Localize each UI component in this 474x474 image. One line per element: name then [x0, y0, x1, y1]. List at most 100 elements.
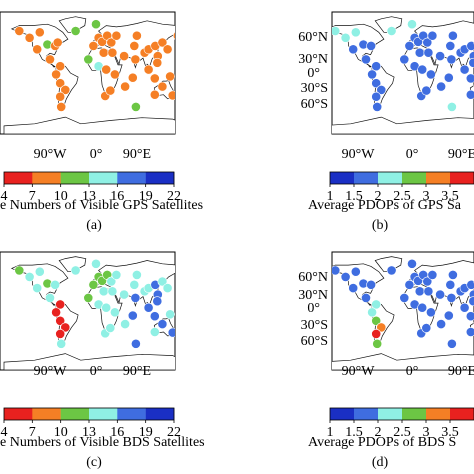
station-point [367, 307, 377, 318]
station-point [167, 90, 175, 101]
points-b [332, 19, 474, 112]
station-point [55, 61, 66, 72]
caption-d: (d) [372, 455, 389, 470]
station-point [157, 276, 168, 287]
station-point [447, 30, 458, 41]
station-point [423, 47, 434, 58]
x-tick-b-1: 0° [406, 147, 419, 162]
station-point [149, 89, 160, 100]
x-tick-b-0: 90°W [342, 147, 376, 162]
colorbar-tick-label: 1.5 [345, 189, 363, 204]
station-point [130, 54, 141, 65]
x-tick-d-2: 90°E [448, 364, 474, 379]
station-point [98, 47, 109, 58]
x-tick-d-0: 90°W [342, 364, 376, 379]
station-point [157, 319, 168, 329]
colorbar-segment [354, 172, 379, 184]
station-point [88, 279, 99, 290]
station-point [465, 89, 474, 100]
y-tick-b-3: 30°S [301, 81, 328, 96]
station-point [130, 102, 141, 112]
colorbar-b: 1 1.5 2 2.5 3 3.5 [327, 171, 474, 204]
station-point [371, 315, 382, 326]
station-point [425, 307, 436, 318]
station-point [376, 85, 387, 95]
station-point [332, 26, 341, 36]
colorbar-tick-label: 2.5 [393, 189, 411, 204]
station-point [129, 279, 140, 290]
y-tick-b-1: 30°N [298, 52, 328, 67]
station-point [340, 32, 351, 43]
colorbar-tick-label: 7 [29, 425, 36, 440]
points-c [14, 258, 187, 349]
colorbar-tick-label: 3.5 [441, 425, 459, 440]
station-point [105, 85, 116, 96]
station-point [178, 333, 187, 342]
colorbar-tick-label: 19 [139, 425, 153, 440]
colorbar-segment [60, 172, 90, 184]
colorbar-tick-label: 1.5 [345, 425, 363, 440]
station-point [50, 279, 60, 290]
station-point [404, 41, 415, 51]
station-point [152, 57, 163, 68]
station-point [83, 292, 94, 303]
x-tick-c-0: 90°W [34, 364, 68, 379]
station-point [98, 286, 109, 297]
colorbar-segment [426, 408, 451, 420]
station-point [386, 265, 397, 276]
station-point [56, 338, 67, 349]
colorbar-tick-label: 1 [327, 425, 334, 440]
x-tick-d-1: 0° [406, 364, 419, 379]
colorbar-tick-label: 4 [1, 425, 8, 440]
station-point [371, 299, 382, 310]
colorbar-tick-label: 1 [327, 189, 334, 204]
station-point [466, 279, 474, 290]
station-point [107, 286, 118, 297]
station-point [386, 26, 397, 36]
station-point [427, 269, 438, 280]
station-point [157, 37, 168, 48]
caption-a: (a) [86, 218, 102, 233]
station-point [361, 292, 371, 303]
colorbar-segment [89, 408, 118, 420]
colorbar-segment [117, 172, 146, 184]
station-point [447, 269, 458, 280]
colorbar-segment [330, 408, 355, 420]
station-point [371, 91, 382, 102]
station-point [143, 64, 154, 75]
colorbar-tick-label: 13 [82, 189, 96, 204]
station-point [106, 37, 117, 48]
panel-a: 90°W 0° 90°E 4 7 10 13 16 19 22 e Numbers of V… [0, 11, 203, 233]
panel-d: 60°N 30°N 0° 30°S 60°S 90°W 0° 90°E 1 1.5… [298, 251, 474, 470]
station-point [83, 54, 94, 65]
x-tick-a-0: 90°W [34, 147, 68, 162]
station-point [446, 102, 457, 112]
station-point [468, 296, 474, 307]
x-tick-b-2: 90°E [448, 147, 474, 162]
station-point [60, 322, 71, 333]
station-point [91, 258, 101, 269]
station-point [366, 41, 376, 51]
station-point [371, 61, 382, 72]
colorbar-segment [32, 172, 61, 184]
station-point [423, 286, 434, 297]
station-point [45, 292, 55, 303]
colorbar-tick-label: 3.5 [441, 189, 459, 204]
station-point [130, 338, 141, 349]
panel-c: 90°W 0° 90°E 4 7 10 13 16 19 22 e Numbers of V… [0, 251, 205, 470]
station-point [111, 269, 122, 280]
station-point [371, 328, 382, 339]
station-point [32, 44, 43, 55]
station-point [361, 54, 371, 65]
station-point [55, 315, 66, 326]
colorbar-segment [450, 172, 474, 184]
station-point [149, 311, 160, 322]
station-point [459, 64, 470, 75]
colorbar-c: 4 7 10 13 16 19 22 [1, 407, 181, 440]
station-point [167, 327, 175, 338]
station-point [348, 283, 359, 293]
colorbar-tick-label: 2.5 [393, 425, 411, 440]
station-point [55, 91, 66, 102]
colorbar-segment [426, 172, 451, 184]
station-point [24, 32, 35, 43]
